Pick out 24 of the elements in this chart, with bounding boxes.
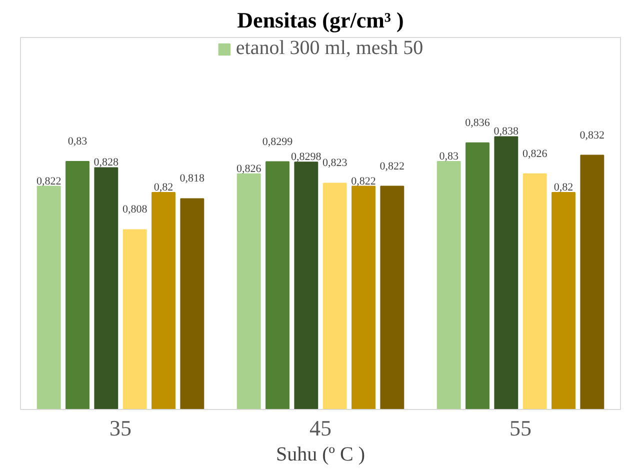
chart-title: Densitas (gr/cm³ ) (237, 8, 404, 32)
data-label: 0,826 (236, 162, 262, 175)
data-label: 0,83 (439, 150, 459, 162)
x-tick-label: 45 (310, 416, 332, 440)
data-label: 0,83 (68, 136, 88, 148)
data-label: 0,8298 (291, 151, 322, 164)
data-label: 0,828 (94, 156, 120, 169)
data-label: 0,82 (554, 182, 574, 194)
data-label: 0,808 (122, 204, 148, 216)
x-tick-label: 55 (510, 416, 532, 440)
data-label: 0,822 (380, 160, 405, 172)
data-label: 0,838 (494, 126, 520, 138)
data-label: 0,836 (465, 116, 490, 129)
x-tick-label: 35 (110, 416, 132, 440)
data-label: 0,8299 (262, 136, 294, 148)
data-label: 0,822 (351, 175, 376, 188)
legend-label: etanol 300 ml, mesh 50 (236, 37, 424, 60)
x-axis-title: Suhu (º C ) (276, 444, 365, 466)
data-label: 0,832 (580, 129, 605, 142)
data-label: 0,818 (180, 172, 206, 185)
data-label: 0,822 (36, 175, 62, 188)
data-label: 0,82 (154, 182, 174, 194)
data-label: 0,823 (322, 157, 348, 170)
data-label: 0,826 (522, 148, 548, 160)
